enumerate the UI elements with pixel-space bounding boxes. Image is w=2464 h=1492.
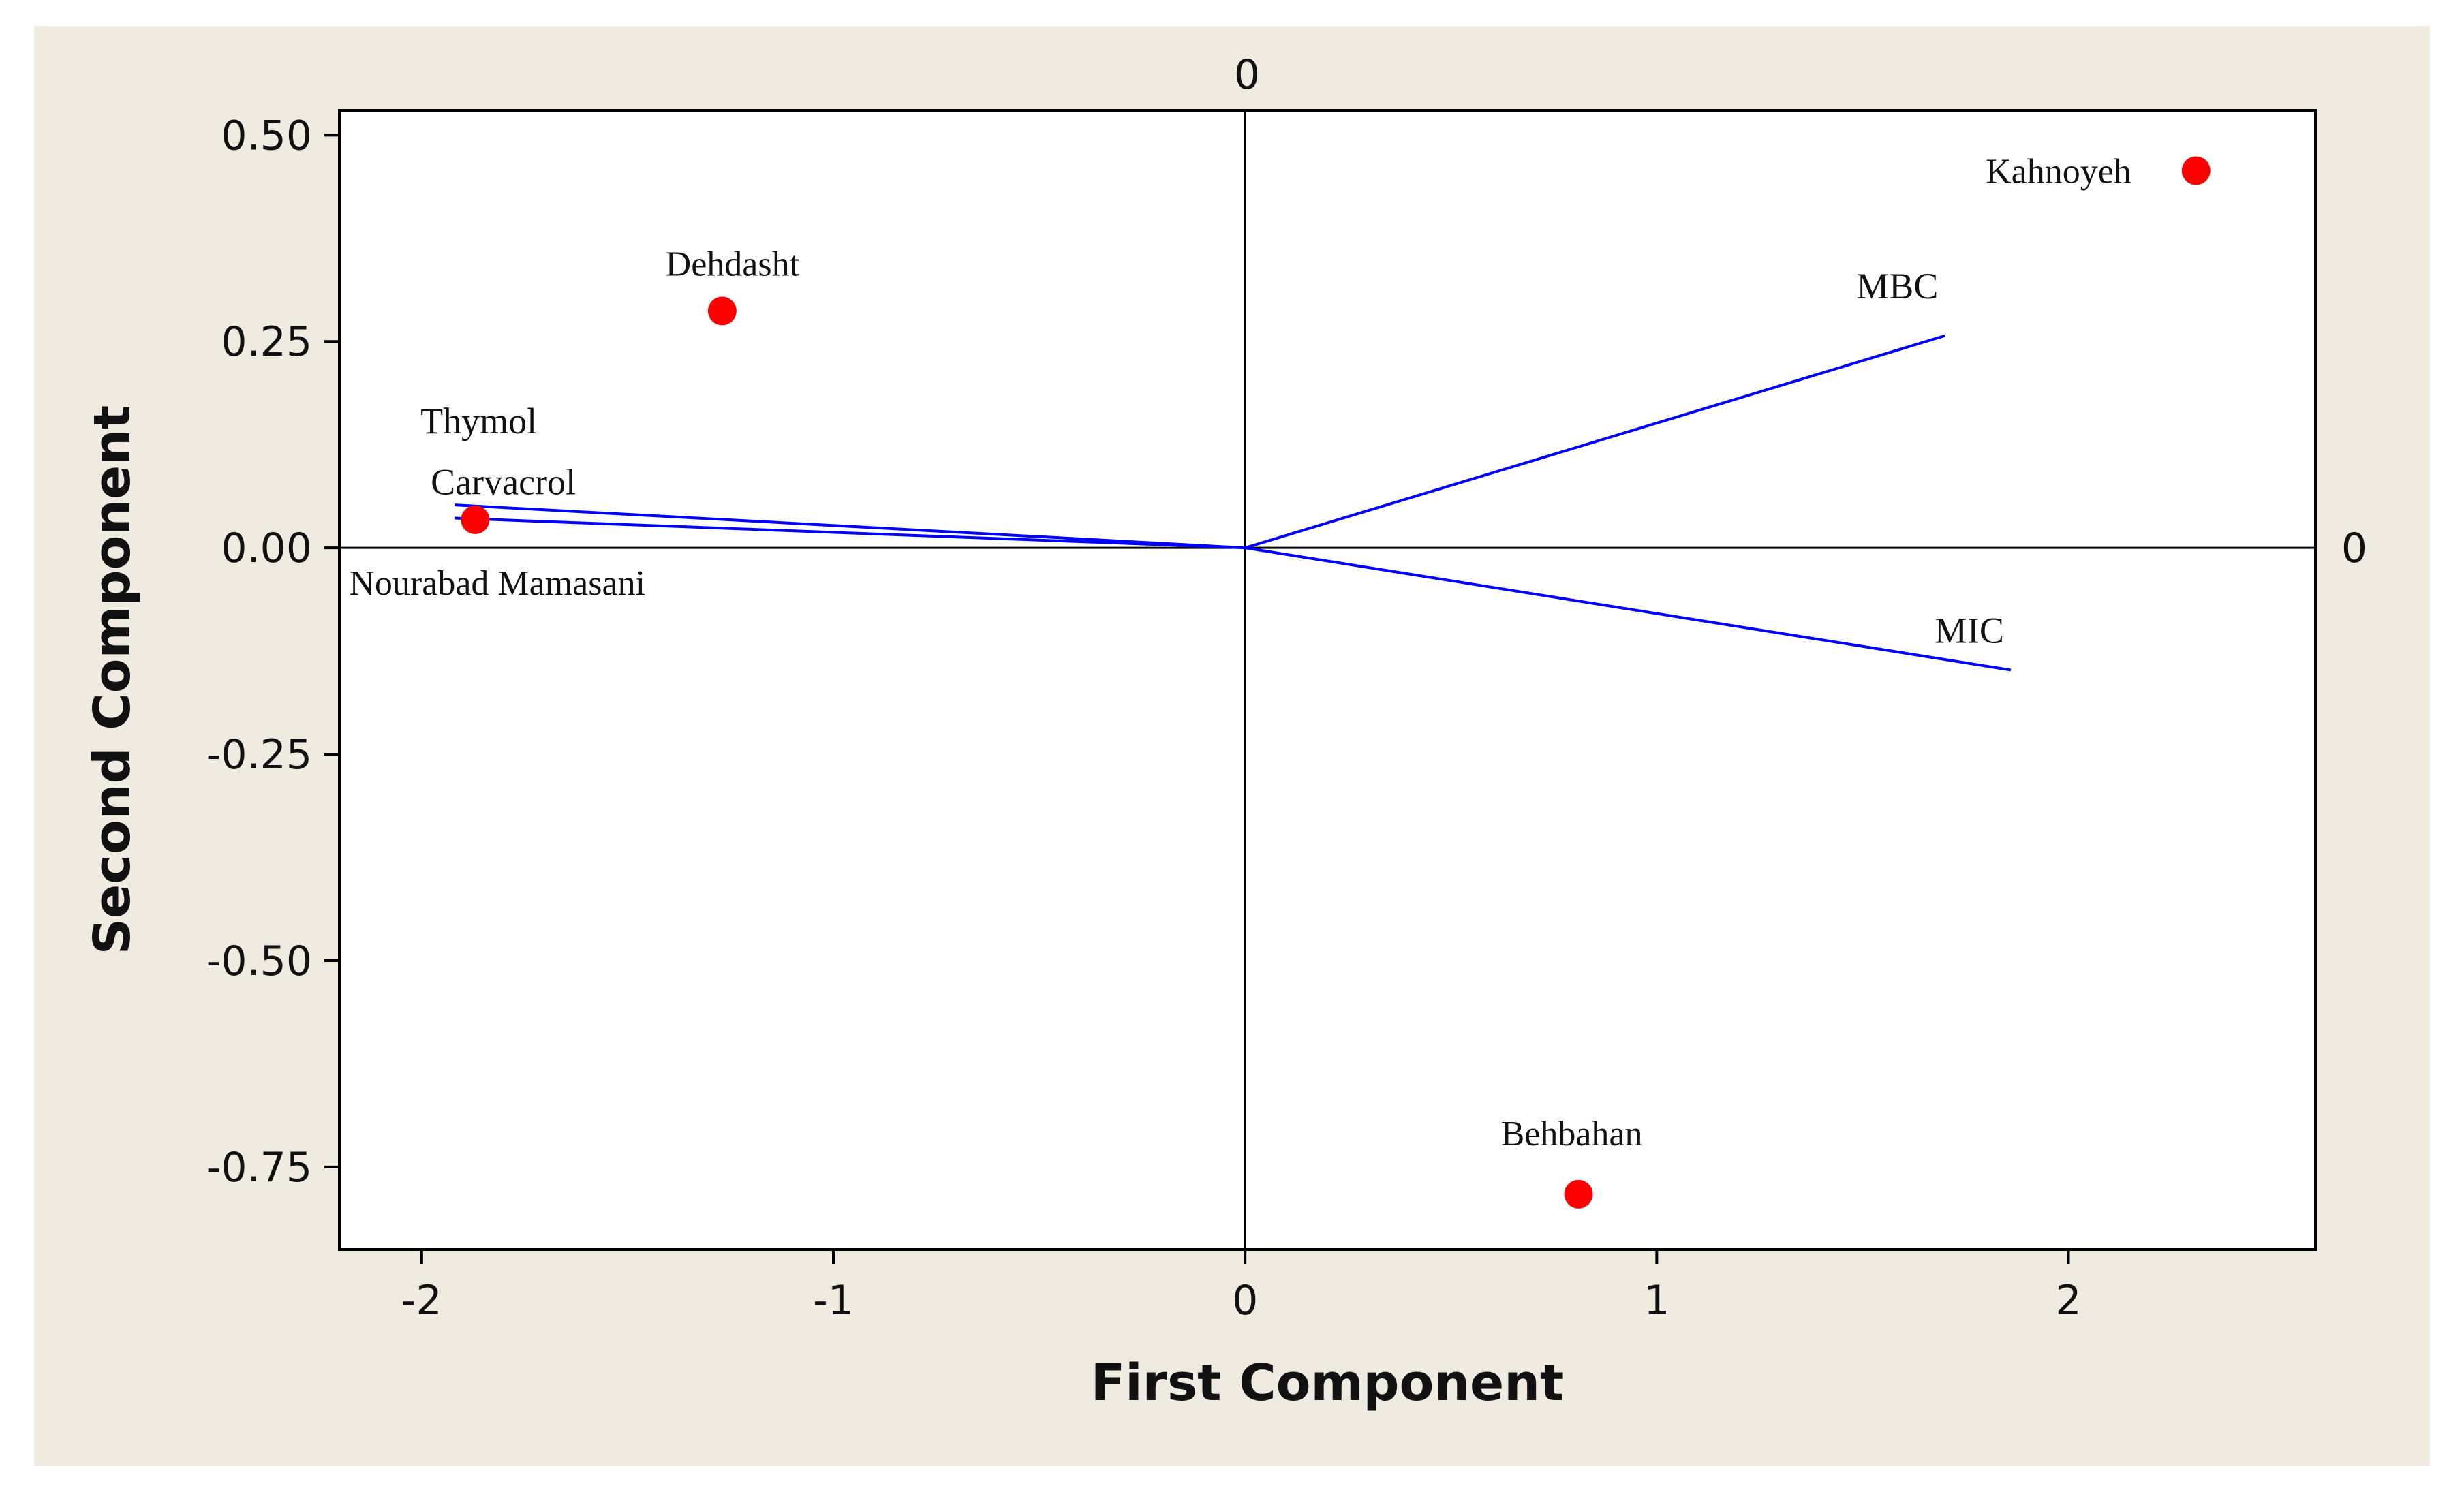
x-tick-label: -1 (813, 1277, 854, 1324)
score-points: Kahnoyeh Dehdasht Nourabad Mamasani Behbaha… (349, 152, 2211, 1209)
x-tick-label: 0 (1232, 1277, 1258, 1324)
point-nourabad-mamasani (461, 505, 490, 534)
point-kahnoyeh (2181, 156, 2211, 185)
vector-label-thymol: Thymol (420, 401, 537, 441)
y-tick-label: 0.00 (221, 525, 312, 572)
y-axis-title: Second Component (83, 405, 142, 955)
y-tick-label: 0.25 (221, 318, 312, 366)
y-tick-label: -0.25 (206, 731, 312, 779)
point-label-dehdasht: Dehdasht (666, 245, 800, 283)
vector-label-carvacrol: Carvacrol (431, 462, 576, 503)
point-label-kahnoyeh: Kahnoyeh (1986, 152, 2131, 191)
x-axis-ticks: -2 -1 0 1 2 (401, 1249, 2082, 1324)
vector-label-mic: MIC (1935, 610, 2004, 651)
vector-carvacrol (455, 516, 1246, 550)
right-reference-label: 0 (2341, 525, 2367, 572)
point-dehdasht (707, 296, 737, 326)
y-axis-ticks: 0.50 0.25 0.00 -0.25 -0.50 -0.75 (206, 112, 339, 1192)
x-axis-title: First Component (1091, 1354, 1565, 1412)
point-behbahan (1564, 1179, 1593, 1209)
y-tick-label: 0.50 (221, 112, 312, 159)
vector-mbc (1244, 334, 1945, 550)
point-label-behbahan: Behbahan (1501, 1115, 1643, 1153)
vector-mic (1244, 546, 2012, 672)
vector-thymol (455, 503, 1246, 550)
reference-lines (339, 110, 2315, 1249)
y-tick-label: -0.75 (206, 1144, 312, 1192)
plot-area (338, 109, 2317, 1251)
y-tick-label: -0.50 (206, 937, 312, 985)
x-tick-label: -2 (401, 1277, 442, 1324)
x-tick-label: 1 (1644, 1277, 1669, 1324)
point-label-nourabad-mamasani: Nourabad Mamasani (349, 564, 645, 603)
loading-vectors: MBC MIC Thymol Carvacrol (420, 266, 2012, 672)
x-tick-label: 2 (2055, 1277, 2081, 1324)
vector-label-mbc: MBC (1856, 266, 1938, 307)
top-reference-label: 0 (1234, 51, 1260, 99)
